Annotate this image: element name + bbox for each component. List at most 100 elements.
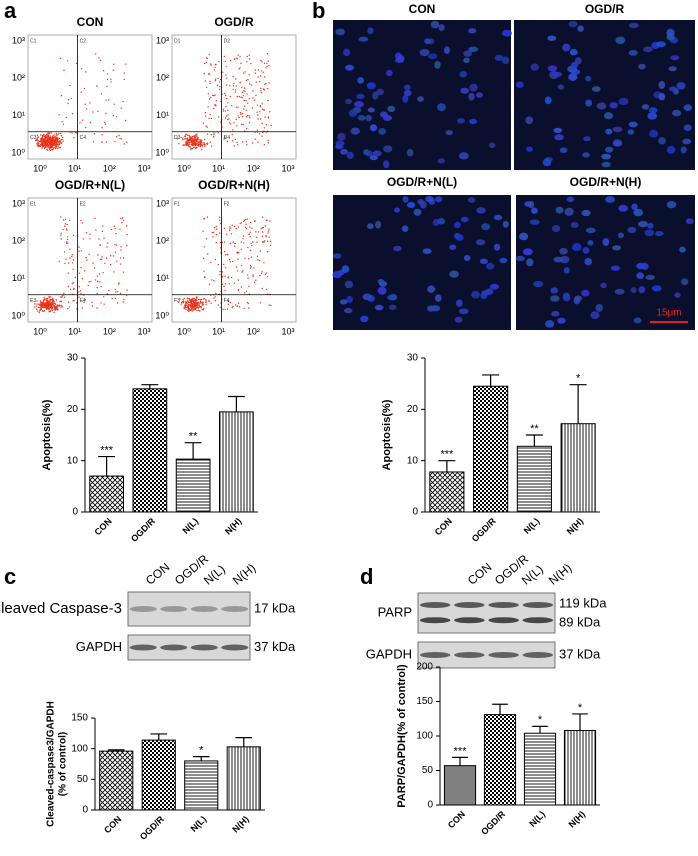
event-dot [78,246,80,248]
lane-label: N(H) [546,561,574,588]
event-dot [213,280,215,282]
band [190,644,218,651]
event-dot [243,307,245,310]
y-tick-label: 0 [72,507,78,518]
event-dot [208,53,211,55]
event-dot [193,143,195,146]
event-dot [119,228,121,230]
event-dot [63,292,65,295]
event-dot [257,141,259,143]
event-dot [233,225,236,228]
nucleus [453,221,461,229]
nucleus [480,292,488,300]
event-dot [50,298,52,301]
event-dot [184,135,186,137]
event-dot [44,137,47,139]
nucleus [455,234,464,241]
event-dot [243,87,246,89]
event-dot [206,143,208,145]
event-dot [243,72,245,74]
nucleus [437,158,445,164]
event-dot [185,141,188,143]
nucleus [339,299,348,305]
nucleus [522,248,533,256]
nucleus [383,145,393,153]
nucleus [583,136,591,142]
event-dot [43,134,45,136]
event-dot [190,309,193,311]
event-dot [56,139,58,141]
band [221,644,249,651]
event-dot [225,65,227,68]
nucleus [612,245,622,251]
event-dot [62,219,65,221]
nucleus [494,54,504,62]
event-dot [180,303,182,305]
event-dot [241,97,243,99]
event-dot [58,260,60,263]
event-dot [264,273,267,276]
y-tick-label: 50 [77,774,89,785]
event-dot [185,308,187,311]
nucleus [582,246,590,254]
event-dot [193,307,195,309]
event-dot [199,140,201,142]
event-dot [214,94,216,96]
event-dot [215,225,217,227]
event-dot [209,80,211,83]
event-dot [194,144,196,146]
nucleus [360,315,369,323]
event-dot [52,134,54,137]
x-tick-label: OGD/R [129,516,157,544]
lane-label: N(H) [230,561,258,588]
event-dot [114,288,117,291]
event-dot [35,139,37,141]
event-dot [268,228,270,230]
event-dot [243,242,245,244]
event-dot [45,306,48,308]
event-dot [96,292,98,295]
event-dot [59,300,61,303]
event-dot [71,255,73,258]
event-dot [245,127,248,130]
event-dot [213,132,215,134]
event-dot [64,218,67,220]
x-tick-label: 10¹ [212,163,225,173]
event-dot [263,127,265,129]
nucleus [570,61,579,69]
event-dot [63,251,66,253]
nucleus [666,145,676,154]
event-dot [72,282,75,284]
nucleus [644,229,655,237]
nucleus [582,152,590,158]
x-tick-label: N(H) [567,809,588,830]
y-tick-label: 10² [12,236,25,246]
event-dot [198,305,201,307]
event-dot [239,67,241,69]
nucleus [569,49,578,56]
event-dot [222,71,224,73]
event-dot [205,300,207,302]
x-tick-label: N(L) [527,809,547,829]
event-dot [223,55,225,58]
event-dot [40,138,42,141]
quadrant-label: D1 [174,38,181,44]
nucleus [428,53,438,60]
nucleus [422,248,432,255]
nucleus [683,124,692,131]
bar [560,423,596,513]
nucleus [367,223,374,230]
nucleus [372,150,382,157]
event-dot [37,136,39,139]
event-dot [50,305,52,307]
event-dot [196,138,199,140]
event-dot [126,233,128,236]
nucleus [601,153,611,160]
event-dot [47,138,49,140]
event-dot [205,238,208,240]
event-dot [54,139,56,141]
nucleus [406,201,416,209]
nucleus [649,129,659,138]
event-dot [117,290,119,293]
event-dot [235,85,237,87]
